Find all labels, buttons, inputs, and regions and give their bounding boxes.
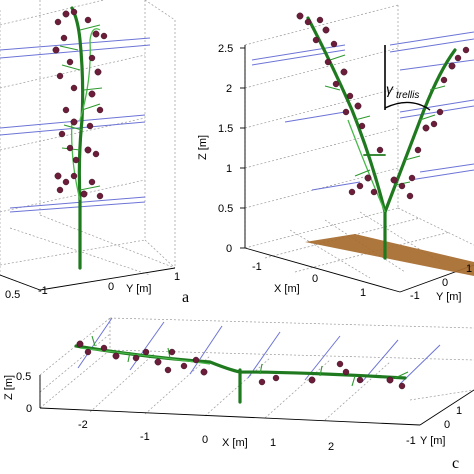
panel-b-y-tick-0: -1 <box>410 290 420 302</box>
panel-a-y-tick-1: 0 <box>108 281 114 293</box>
panel-a-ticks: 0.5 -1 0 1 Y [m] <box>5 271 180 301</box>
panel-c-x-tick-0: -2 <box>78 419 88 431</box>
panel-c-x-axis-label: X [m] <box>222 437 248 449</box>
panel-a-wires <box>0 37 151 213</box>
angle-symbol: γ <box>386 81 394 97</box>
panel-c-y-tick-2: -1 <box>406 435 416 447</box>
panel-b-wires <box>251 31 474 191</box>
panel-b-y-axis-label: Y [m] <box>436 291 461 303</box>
panel-b-y-tick-2: 1 <box>466 263 472 275</box>
panel-c-axes <box>39 375 474 426</box>
panel-c: 0.5 0 Z [m] -2 -1 0 1 2 X [m] 1 0 -1 Y [… <box>3 317 474 472</box>
panel-c-x-tick-1: -1 <box>140 431 150 443</box>
panel-c-y-axis-label: Y [m] <box>420 435 445 447</box>
trellis-angle-indicator: γ trellis <box>384 45 431 111</box>
panel-b-x-tick-0: -1 <box>252 261 262 273</box>
panel-c-x-tick-4: 2 <box>328 441 334 453</box>
ground-plane <box>305 234 474 276</box>
panel-b-z-tick-5: 0 <box>226 243 232 255</box>
panel-a-y-axis-label: Y [m] <box>126 283 151 295</box>
angle-subscript: trellis <box>396 90 419 101</box>
panel-a-axes <box>0 267 176 291</box>
panel-b-y-tick-1: 0 <box>442 277 448 289</box>
panel-b-x-tick-1: 0 <box>312 273 318 285</box>
tomato-plant-horizontal-icon <box>74 335 409 404</box>
panel-b-z-tick-1: 2 <box>226 83 232 95</box>
panel-a-x-tick-0: 0.5 <box>5 289 20 301</box>
panel-c-ticks: 0.5 0 Z [m] -2 -1 0 1 2 X [m] 1 0 -1 Y [… <box>3 371 462 453</box>
panel-b-z-axis-label: Z [m] <box>197 135 209 160</box>
panel-a-y-tick-2: 1 <box>174 271 180 283</box>
panel-b-x-tick-2: 1 <box>360 287 366 299</box>
panel-b-z-tick-4: 0.5 <box>218 203 233 215</box>
panel-c-x-tick-2: 0 <box>202 434 208 446</box>
panel-c-wires <box>77 317 441 385</box>
panel-c-z-axis-label: Z [m] <box>3 375 15 400</box>
panel-c-label: c <box>452 455 459 472</box>
panel-c-z-tick-0: 0.5 <box>16 371 31 383</box>
tomato-plant-single-stem-icon <box>52 6 108 270</box>
panel-c-x-tick-3: 1 <box>270 437 276 449</box>
panel-b: γ trellis 2.5 2 1.5 1 0.5 0 Z [m] -1 0 1… <box>197 4 474 303</box>
tomato-plant-v-trellis-icon <box>296 12 470 260</box>
panel-a-label: a <box>182 289 189 306</box>
panel-b-x-axis-label: X [m] <box>274 283 300 295</box>
panel-c-y-tick-1: 0 <box>444 419 450 431</box>
panel-a: 0.5 -1 0 1 Y [m] a <box>0 0 189 306</box>
panel-b-z-tick-0: 2.5 <box>218 43 233 55</box>
panel-b-ticks: 2.5 2 1.5 1 0.5 0 Z [m] -1 0 1 X [m] -1 … <box>197 43 472 303</box>
panel-b-z-tick-2: 1.5 <box>218 123 233 135</box>
panel-a-y-tick-0: -1 <box>38 285 48 297</box>
panel-c-y-tick-0: 1 <box>456 405 462 417</box>
panel-c-z-tick-1: 0 <box>26 403 32 415</box>
panel-c-box <box>39 317 474 421</box>
panel-b-z-tick-3: 1 <box>226 163 232 175</box>
